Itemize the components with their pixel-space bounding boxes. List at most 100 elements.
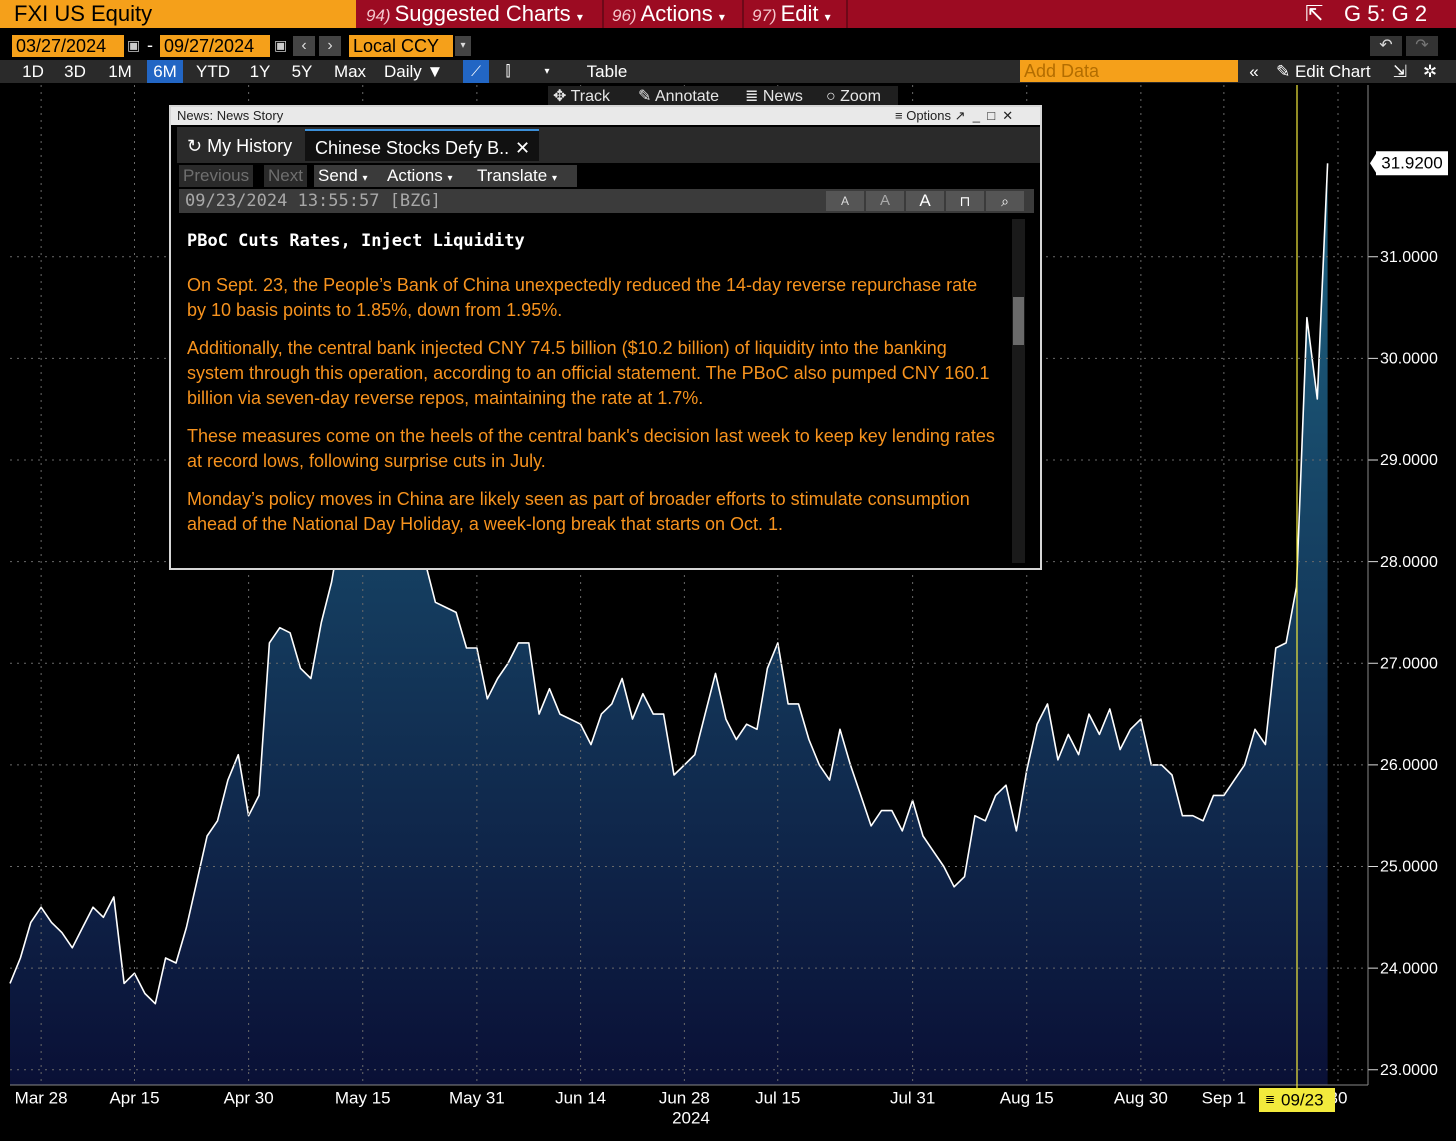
tool-label: Annotate bbox=[654, 88, 720, 105]
line bbox=[9, 163, 1329, 1005]
button[interactable]: Next bbox=[264, 165, 307, 187]
period[interactable]: Max bbox=[333, 62, 367, 81]
bar-icon[interactable]: ⫿ bbox=[505, 63, 511, 80]
settings-icon[interactable]: ⇲ bbox=[1392, 62, 1408, 81]
options-menu[interactable]: ≡ Options ↗ _ □ ✕ bbox=[895, 108, 1014, 123]
news-window: News: News Story ≡ Options ↗ _ □ ✕ ↻ My … bbox=[169, 105, 1042, 570]
collapse-icon[interactable]: « bbox=[1249, 62, 1259, 81]
search[interactable]: ⌕ bbox=[986, 191, 1024, 211]
tool-label: Zoom bbox=[840, 88, 882, 105]
button[interactable]: Actions ▾ bbox=[383, 165, 476, 187]
x-tick-label: Jul 15 bbox=[755, 1088, 800, 1107]
gear-icon[interactable]: ✲ bbox=[1422, 62, 1438, 81]
tool[interactable]: ≣ News bbox=[745, 88, 803, 105]
period[interactable]: YTD bbox=[196, 62, 230, 81]
y-tick-label: 26.0000 bbox=[1380, 757, 1438, 774]
last-value-label: 31.9200 bbox=[1381, 154, 1442, 173]
scrollbar[interactable] bbox=[1012, 219, 1025, 563]
start-date[interactable]: 03/27/2024 bbox=[12, 35, 124, 57]
y-tick-label: 30.0000 bbox=[1380, 351, 1438, 368]
story-body: On Sept. 23, the People’s Bank of China … bbox=[187, 273, 999, 550]
font-up[interactable]: A bbox=[906, 191, 944, 211]
period[interactable]: 3D bbox=[64, 62, 86, 81]
y-tick-label: 25.0000 bbox=[1380, 859, 1438, 876]
line-icon[interactable]: ⟋ bbox=[463, 60, 489, 83]
x-tick-label: Jul 31 bbox=[890, 1088, 935, 1107]
frequency-label: Daily bbox=[384, 62, 422, 81]
last-value-box bbox=[1376, 151, 1448, 176]
redo[interactable]: ↷ bbox=[1406, 36, 1438, 56]
menu-label: Actions bbox=[640, 1, 713, 26]
x-tick-label: Mar 28 bbox=[15, 1088, 68, 1107]
separator bbox=[742, 0, 744, 28]
separator bbox=[846, 0, 848, 28]
button[interactable]: Previous bbox=[179, 165, 254, 187]
tool-label: News bbox=[762, 88, 803, 105]
next-button[interactable]: › bbox=[319, 36, 341, 56]
x-tick-label: Sep 1 bbox=[1202, 1088, 1246, 1107]
page-id: G 5: G 2 bbox=[1344, 1, 1428, 26]
area bbox=[10, 163, 1328, 1086]
date-separator: - bbox=[147, 35, 153, 55]
y-tick-label: 29.0000 bbox=[1380, 452, 1438, 469]
period[interactable]: 1Y bbox=[249, 62, 271, 81]
period[interactable]: 1D bbox=[22, 62, 44, 81]
menu-item[interactable]: 94) Suggested Charts ▾ bbox=[366, 1, 583, 26]
scroll-thumb[interactable] bbox=[1013, 297, 1024, 345]
menu-item[interactable]: 96) Actions ▾ bbox=[612, 1, 725, 26]
calendar-icon[interactable]: ▣ bbox=[274, 37, 288, 53]
x-tick-label: Jun 28 bbox=[659, 1088, 710, 1107]
menu-label: Edit bbox=[780, 1, 819, 26]
font-controls: A A A ⊓ ⌕ bbox=[826, 191, 1024, 211]
x-tick-label: Jun 14 bbox=[555, 1088, 606, 1107]
launch-icon[interactable]: ⇱ bbox=[1305, 1, 1324, 26]
button-label: Send bbox=[318, 166, 358, 185]
y-tick-label: 23.0000 bbox=[1380, 1062, 1438, 1079]
tab[interactable]: ↻ My History bbox=[187, 136, 293, 156]
separator bbox=[602, 0, 604, 28]
tab-label: Chinese Stocks Defy B.. bbox=[315, 138, 510, 158]
bookmark[interactable]: ⊓ bbox=[946, 191, 984, 211]
table-button[interactable]: Table bbox=[586, 62, 628, 81]
tool[interactable]: ✥ Track bbox=[553, 88, 610, 105]
tool[interactable]: ✎ Annotate bbox=[638, 88, 720, 105]
tab-active[interactable]: Chinese Stocks Defy B.. ✕ bbox=[305, 129, 539, 161]
add-data[interactable]: Add Data bbox=[1020, 60, 1238, 82]
dropdown[interactable]: ▾ bbox=[544, 66, 550, 77]
tab-label: My History bbox=[207, 136, 293, 156]
end-date[interactable]: 09/27/2024 bbox=[160, 35, 270, 57]
window-title: News: News Story bbox=[177, 108, 284, 123]
period[interactable]: 6M bbox=[147, 60, 183, 83]
x-tick-label: Apr 15 bbox=[109, 1088, 159, 1107]
button[interactable]: Send ▾ bbox=[314, 165, 384, 187]
calendar-icon[interactable]: ▣ bbox=[127, 37, 141, 53]
button[interactable]: Translate ▾ bbox=[473, 165, 577, 187]
font-reset[interactable]: A bbox=[866, 191, 904, 211]
x-year-label: 2024 bbox=[672, 1108, 710, 1127]
undo[interactable]: ↶ bbox=[1370, 36, 1402, 56]
security[interactable]: FXI US Equity bbox=[0, 0, 356, 28]
menu-num: 94) bbox=[366, 6, 391, 25]
menu-num: 97) bbox=[752, 6, 777, 25]
y-tick-label: 28.0000 bbox=[1380, 554, 1438, 571]
x-tick-label: Aug 30 bbox=[1114, 1088, 1168, 1107]
dropdown[interactable]: ▾ bbox=[455, 36, 471, 56]
options-label: Options bbox=[906, 108, 952, 123]
prev-button[interactable]: ‹ bbox=[293, 36, 315, 56]
paragraph: Monday’s policy moves in China are likel… bbox=[187, 489, 970, 534]
y-tick-label: 24.0000 bbox=[1380, 960, 1438, 977]
currency[interactable]: Local CCY bbox=[349, 35, 453, 57]
menu-label: Suggested Charts bbox=[394, 1, 571, 26]
x-tick-label: Aug 15 bbox=[1000, 1088, 1054, 1107]
edit-chart[interactable]: ✎ Edit Chart bbox=[1276, 62, 1371, 81]
cursor-label: 09/23 bbox=[1281, 1090, 1324, 1109]
menu-item[interactable]: 97) Edit ▾ bbox=[752, 1, 831, 26]
period[interactable]: 5Y bbox=[291, 62, 313, 81]
tool[interactable]: ○ Zoom bbox=[826, 88, 882, 105]
frequency[interactable]: Daily ▼ bbox=[384, 62, 444, 81]
period[interactable]: 1M bbox=[108, 62, 132, 81]
font-down[interactable]: A bbox=[826, 191, 864, 211]
paragraph: These measures come on the heels of the … bbox=[187, 426, 995, 471]
x-tick-label: May 31 bbox=[449, 1088, 505, 1107]
